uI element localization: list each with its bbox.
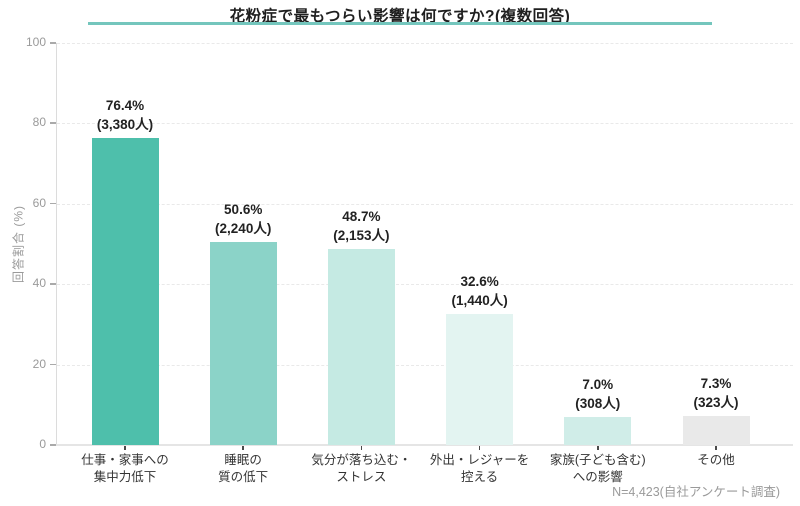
category-label-6: その他 — [626, 452, 800, 469]
x-tick-mark-1 — [124, 446, 126, 450]
bar-value-label-6: 7.3% (323人) — [641, 374, 791, 412]
y-tick-mark-60 — [50, 202, 56, 205]
bar-value-label-5: 7.0% (308人) — [523, 375, 673, 413]
x-tick-mark-3 — [360, 446, 363, 450]
bar-count-5: (308人) — [575, 395, 621, 411]
y-axis-line — [56, 43, 57, 445]
category-label-line: 質の低下 — [218, 470, 269, 484]
y-tick-label-40: 40 — [32, 276, 46, 291]
gridline-20 — [57, 364, 793, 366]
bar-6 — [682, 415, 750, 445]
x-tick-mark-2 — [242, 446, 244, 450]
category-label-2: 睡眠の 質の低下 — [153, 452, 333, 486]
bar-percent-1: 76.4% — [105, 97, 145, 113]
category-label-line: への影響 — [572, 470, 623, 484]
gridline-60 — [57, 203, 793, 205]
bar-4 — [446, 313, 514, 445]
bar-percent-5: 7.0% — [582, 376, 614, 392]
category-label-line: 仕事・家事への — [81, 453, 169, 467]
y-tick-label-0: 0 — [39, 437, 46, 451]
title-underline — [88, 22, 712, 25]
category-label-line: 睡眠の — [224, 453, 262, 467]
bar-percent-4: 32.6% — [460, 273, 499, 289]
category-label-5: 家族(子ども含む) への影響 — [508, 452, 688, 486]
bar-5 — [564, 416, 632, 445]
bar-value-label-1: 76.4% (3,380人) — [50, 96, 200, 134]
sample-size-note: N=4,423(自社アンケート調査) — [612, 485, 780, 499]
bar-2 — [209, 241, 277, 445]
category-label-4: 外出・レジャーを 控える — [390, 452, 570, 486]
y-tick-mark-100 — [50, 42, 56, 44]
gridline-80 — [57, 123, 793, 125]
bar-count-3: (2,153人) — [333, 228, 390, 244]
bar-count-4: (1,440人) — [451, 292, 508, 308]
category-label-line: 気分が落ち込む・ — [311, 453, 412, 467]
bar-1 — [91, 137, 159, 445]
y-tick-label-100: 100 — [25, 35, 46, 49]
x-tick-mark-4 — [478, 446, 481, 450]
y-tick-label-80: 80 — [32, 115, 46, 130]
y-tick-mark-40 — [50, 283, 56, 285]
category-label-3: 気分が落ち込む・ ストレス — [271, 452, 451, 486]
bar-percent-3: 48.7% — [342, 209, 381, 225]
chart-title: 花粉症で最もつらい影響は何ですか?(複数回答) — [229, 8, 571, 25]
category-label-line: ストレス — [336, 470, 387, 484]
bar-value-label-3: 48.7% (2,153人) — [286, 207, 436, 245]
bar-value-label-4: 32.6% (1,440人) — [405, 272, 555, 310]
x-tick-mark-5 — [597, 446, 599, 450]
category-label-line: その他 — [697, 453, 735, 467]
category-label-line: 家族(子ども含む) — [549, 453, 646, 467]
bar-count-2: (2,240人) — [215, 220, 272, 236]
bar-3 — [327, 249, 395, 445]
category-label-line: 控える — [461, 470, 499, 484]
y-tick-mark-0 — [50, 444, 56, 446]
category-label-line: 外出・レジャーを — [429, 453, 530, 467]
y-tick-mark-80 — [50, 122, 56, 124]
y-tick-mark-20 — [50, 363, 56, 366]
bar-count-1: (3,380人) — [96, 116, 154, 132]
gridline-40 — [57, 284, 793, 286]
y-tick-label-20: 20 — [32, 356, 46, 371]
bar-percent-6: 7.3% — [700, 375, 732, 391]
category-label-1: 仕事・家事への 集中力低下 — [35, 452, 215, 486]
gridline-100 — [57, 43, 793, 44]
x-tick-mark-6 — [715, 446, 717, 450]
x-axis-line — [56, 444, 793, 446]
bar-count-6: (323人) — [693, 394, 739, 410]
bar-value-label-2: 50.6% (2,240人) — [168, 200, 318, 238]
category-label-line: 集中力低下 — [93, 470, 157, 484]
bar-percent-2: 50.6% — [224, 201, 263, 217]
y-tick-label-60: 60 — [32, 195, 46, 210]
